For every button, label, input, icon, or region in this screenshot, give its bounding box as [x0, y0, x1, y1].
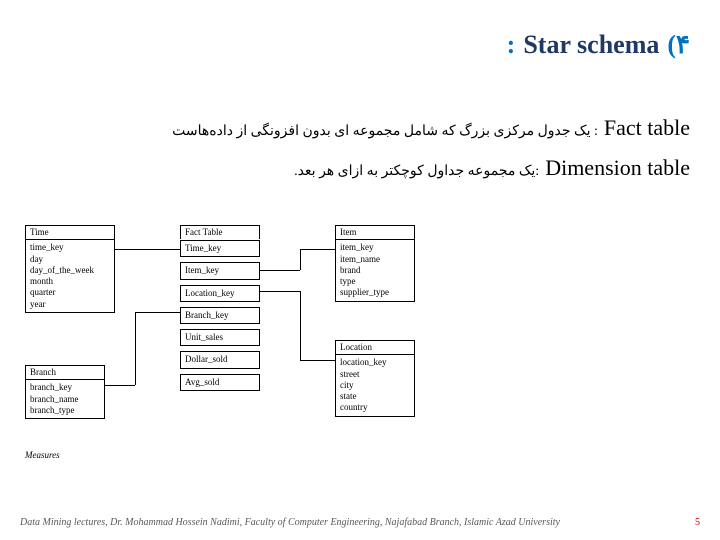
time-table: Time time_key day day_of_the_week month … — [25, 225, 115, 313]
def-desc: :یک مجموعه جداول کوچکتر به ازای هر بعد. — [294, 163, 539, 180]
connector-line — [260, 270, 300, 271]
slide-footer: Data Mining lectures, Dr. Mohammad Hosse… — [20, 517, 700, 528]
def-desc: : یک جدول مرکزی بزرگ که شامل مجموعه ای ب… — [172, 123, 598, 140]
field: item_key — [340, 242, 410, 253]
box-title: Branch — [26, 366, 104, 380]
connector-line — [300, 360, 335, 361]
branch-table: Branch branch_key branch_name branch_typ… — [25, 365, 105, 419]
box-body: branch_key branch_name branch_type — [26, 380, 104, 418]
box-title: Fact Table — [181, 226, 259, 239]
location-table: Location location_key street city state … — [335, 340, 415, 417]
field: day — [30, 254, 110, 265]
field: type — [340, 276, 410, 287]
fact-field: Avg_sold — [180, 374, 260, 391]
title-number: ۴) — [667, 30, 690, 60]
field: branch_type — [30, 405, 100, 416]
title-suffix: : — [507, 30, 516, 60]
def-term: Dimension table — [545, 155, 690, 181]
field: month — [30, 276, 110, 287]
field: branch_key — [30, 382, 100, 393]
field: day_of_the_week — [30, 265, 110, 276]
box-title: Item — [336, 226, 414, 240]
connector-line — [260, 291, 300, 292]
definition-dimension: :یک مجموعه جداول کوچکتر به ازای هر بعد. … — [30, 155, 690, 181]
def-term: Fact table — [604, 115, 690, 141]
footer-text: Data Mining lectures, Dr. Mohammad Hosse… — [20, 517, 560, 528]
connector-line — [105, 385, 135, 386]
page-number: 5 — [695, 517, 700, 528]
field: year — [30, 299, 110, 310]
field: supplier_type — [340, 287, 410, 298]
fact-table: Time_key Item_key Location_key Branch_ke… — [180, 240, 260, 391]
title-text: Star schema — [523, 30, 659, 60]
fact-field: Branch_key — [180, 307, 260, 324]
field: item_name — [340, 254, 410, 265]
definition-fact: : یک جدول مرکزی بزرگ که شامل مجموعه ای ب… — [30, 115, 690, 141]
field: state — [340, 391, 410, 402]
fact-header: Fact Table — [180, 225, 260, 239]
connector-line — [135, 312, 136, 385]
field: branch_name — [30, 394, 100, 405]
fact-field: Item_key — [180, 262, 260, 279]
box-body: location_key street city state country — [336, 355, 414, 415]
field: location_key — [340, 357, 410, 368]
field: time_key — [30, 242, 110, 253]
fact-field: Location_key — [180, 285, 260, 302]
box-title: Location — [336, 341, 414, 355]
field: street — [340, 369, 410, 380]
field: quarter — [30, 287, 110, 298]
connector-line — [115, 249, 180, 250]
box-body: item_key item_name brand type supplier_t… — [336, 240, 414, 300]
field: country — [340, 402, 410, 413]
box-title: Time — [26, 226, 114, 240]
slide-title: ۴) Star schema : — [507, 30, 690, 60]
measures-label: Measures — [25, 450, 60, 460]
box-body: time_key day day_of_the_week month quart… — [26, 240, 114, 312]
field: brand — [340, 265, 410, 276]
connector-line — [300, 249, 301, 270]
fact-field: Unit_sales — [180, 329, 260, 346]
fact-field: Time_key — [180, 240, 260, 257]
star-schema-diagram: Time time_key day day_of_the_week month … — [25, 225, 485, 470]
connector-line — [135, 312, 180, 313]
definitions-block: : یک جدول مرکزی بزرگ که شامل مجموعه ای ب… — [30, 115, 690, 195]
field: city — [340, 380, 410, 391]
item-table: Item item_key item_name brand type suppl… — [335, 225, 415, 302]
connector-line — [300, 291, 301, 360]
connector-line — [300, 249, 335, 250]
fact-field: Dollar_sold — [180, 351, 260, 368]
